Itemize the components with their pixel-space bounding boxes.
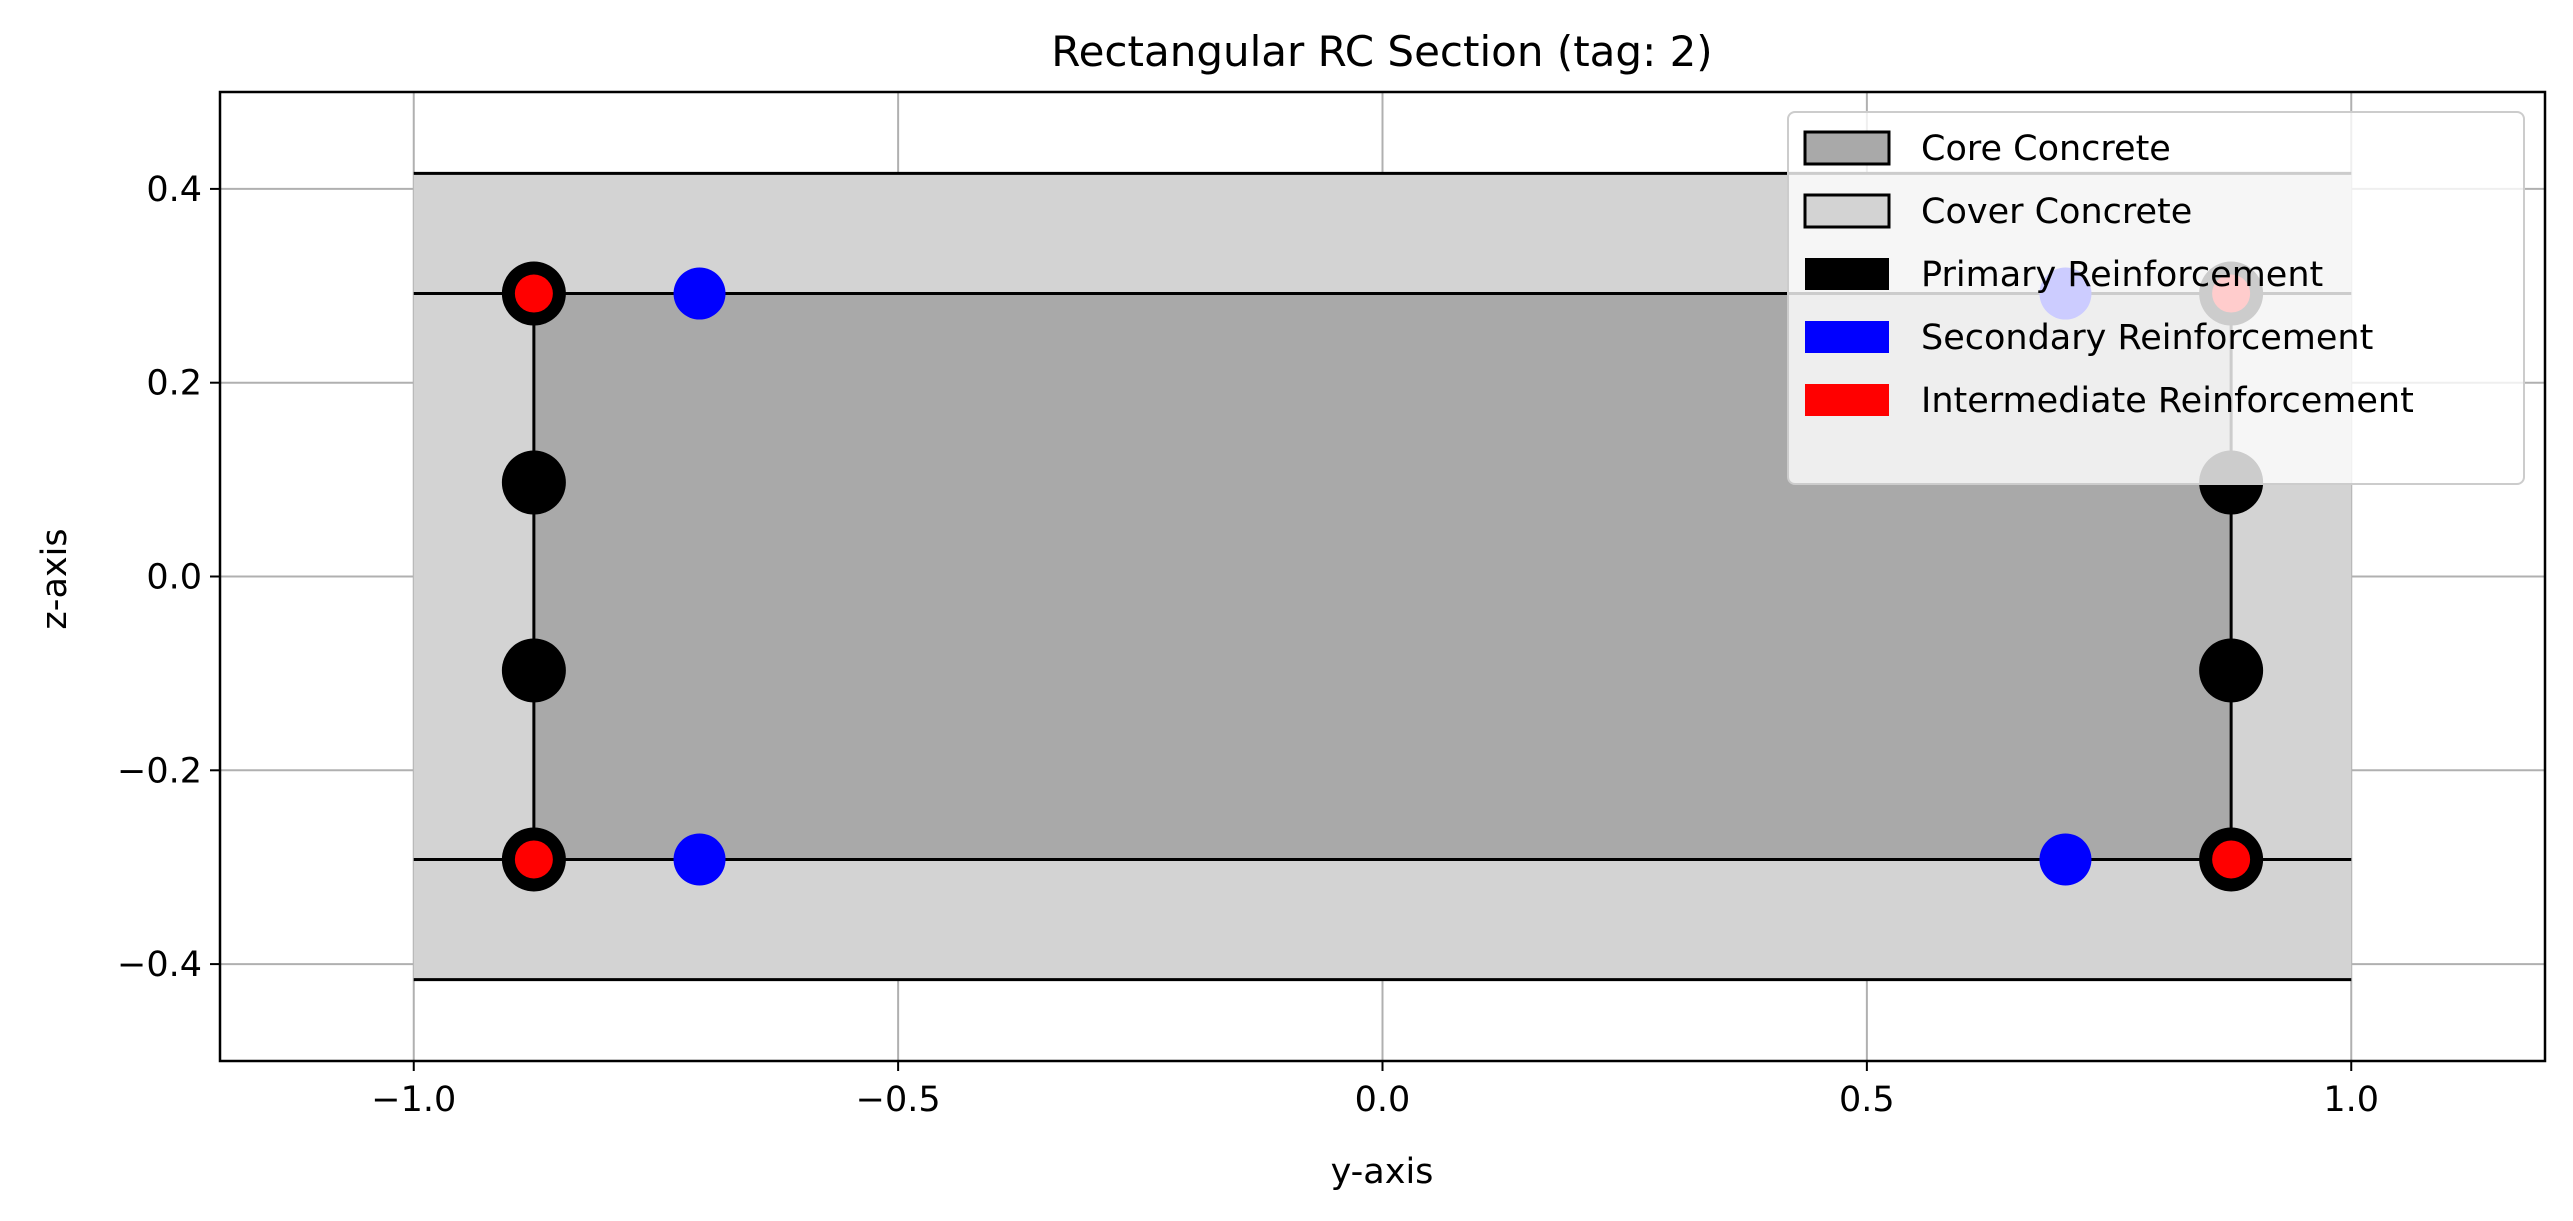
x-tick-label: −0.5 <box>856 1080 941 1120</box>
legend-swatch <box>1803 130 1891 166</box>
intermediate-reinforcement-bar <box>2212 840 2251 879</box>
y-tick-label: 0.2 <box>146 364 202 404</box>
primary-reinforcement-bar <box>2199 638 2264 703</box>
legend-box <box>1787 111 2525 485</box>
legend-label: Cover Concrete <box>1921 192 2192 232</box>
x-axis-title: y-axis <box>1331 1152 1434 1192</box>
secondary-reinforcement-bar <box>2039 833 2092 886</box>
intermediate-reinforcement-bar <box>514 274 553 313</box>
legend-swatch <box>1805 258 1889 290</box>
legend-swatch <box>1803 193 1891 229</box>
legend: Core Concrete Cover Concrete Primary Reinf… <box>1787 111 2525 485</box>
secondary-reinforcement-bar <box>673 267 726 320</box>
secondary-reinforcement-bar <box>673 833 726 886</box>
y-tick-label: 0.4 <box>146 170 202 210</box>
legend-label: Intermediate Reinforcement <box>1921 381 2414 421</box>
primary-reinforcement-bar <box>501 450 566 515</box>
y-axis-title: z-axis <box>35 528 75 629</box>
legend-swatch <box>1805 321 1889 353</box>
y-tick-label: 0.0 <box>146 558 202 598</box>
x-tick-label: 1.0 <box>2323 1080 2379 1120</box>
legend-swatch <box>1805 384 1889 416</box>
intermediate-reinforcement-bar <box>514 840 553 879</box>
primary-reinforcement-bar <box>501 638 566 703</box>
y-tick-label: −0.2 <box>117 751 202 791</box>
legend-label: Secondary Reinforcement <box>1921 318 2373 358</box>
y-tick-label: −0.4 <box>117 945 202 985</box>
x-tick-label: 0.0 <box>1355 1080 1411 1120</box>
legend-label: Primary Reinforcement <box>1921 255 2323 295</box>
concrete-regions <box>413 171 2352 982</box>
chart-title: Rectangular RC Section (tag: 2) <box>1051 27 1712 76</box>
x-tick-label: −1.0 <box>371 1080 456 1120</box>
axes: −1.0 −0.5 0.0 0.5 1.0 −0.4 −0.2 0.0 0.2 0.4 <box>117 90 2547 1120</box>
legend-label: Core Concrete <box>1921 129 2171 169</box>
x-tick-label: 0.5 <box>1839 1080 1895 1120</box>
